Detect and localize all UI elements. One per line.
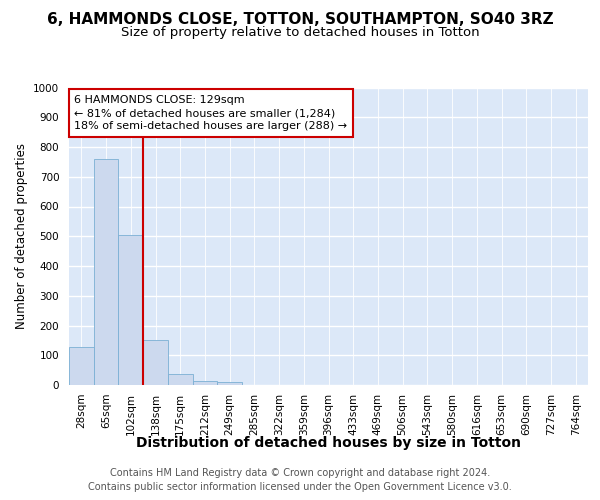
Y-axis label: Number of detached properties: Number of detached properties [14, 143, 28, 329]
Text: Contains HM Land Registry data © Crown copyright and database right 2024.
Contai: Contains HM Land Registry data © Crown c… [88, 468, 512, 492]
Bar [143, 340, 168, 385]
Text: Size of property relative to detached houses in Totton: Size of property relative to detached ho… [121, 26, 479, 39]
Text: 6, HAMMONDS CLOSE, TOTTON, SOUTHAMPTON, SO40 3RZ: 6, HAMMONDS CLOSE, TOTTON, SOUTHAMPTON, … [47, 12, 553, 28]
Bar [69, 347, 94, 385]
Text: 6 HAMMONDS CLOSE: 129sqm
← 81% of detached houses are smaller (1,284)
18% of sem: 6 HAMMONDS CLOSE: 129sqm ← 81% of detach… [74, 95, 347, 132]
Bar [217, 382, 242, 385]
Text: Distribution of detached houses by size in Totton: Distribution of detached houses by size … [136, 436, 521, 450]
Bar [168, 374, 193, 385]
Bar [94, 159, 118, 385]
Bar [193, 380, 217, 385]
Bar [118, 236, 143, 385]
